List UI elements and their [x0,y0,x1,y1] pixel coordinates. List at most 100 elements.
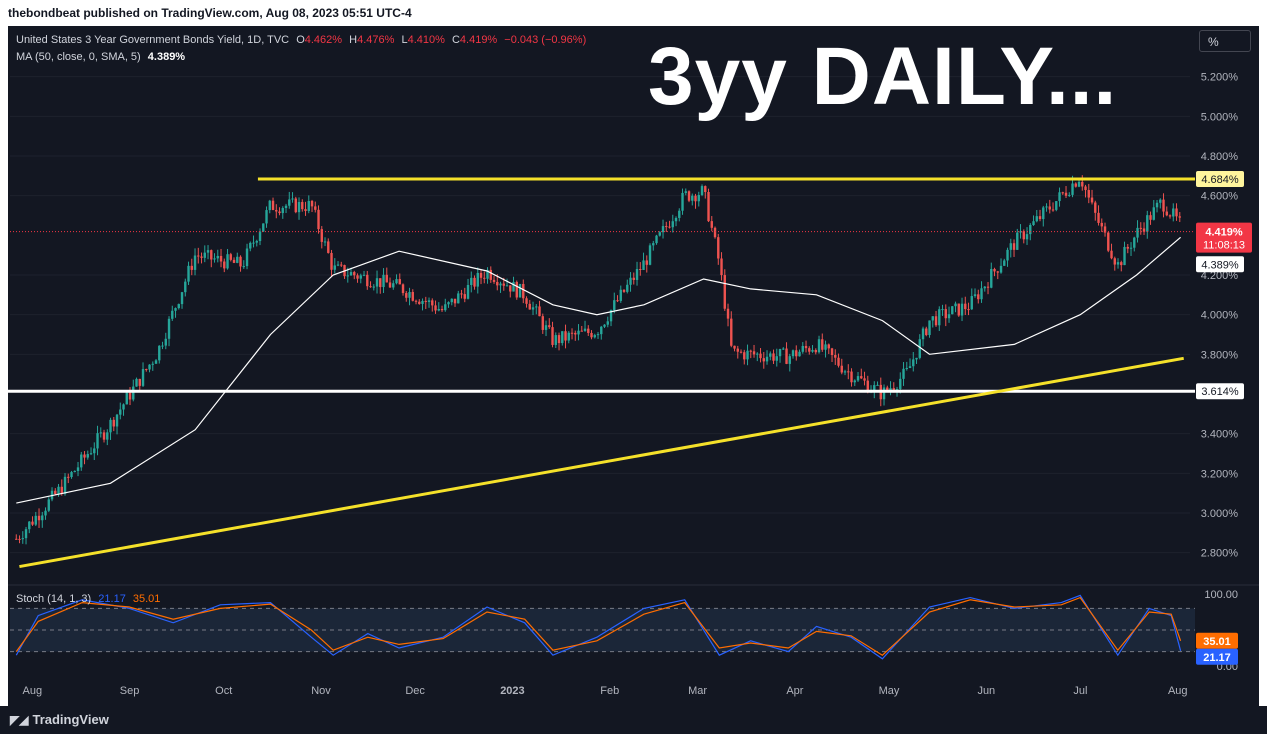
candle-body [398,279,401,285]
time-axis-label: Jul [1073,685,1087,697]
candle-body [437,308,440,311]
candle-body [31,521,34,525]
candle-body [450,298,453,303]
candle-body [28,521,31,530]
candle-body [288,199,291,206]
candle-body [385,274,388,283]
candle-body [928,320,931,336]
candle-body [619,289,622,301]
candle-body [496,281,499,286]
candle-body [54,490,57,495]
candle-body [1055,201,1058,210]
candle-body [674,217,678,222]
candle-body [866,380,869,393]
percent-scale-button[interactable]: % [1199,30,1251,52]
candle-body [249,242,252,249]
price-tick-label: 3.200% [1201,468,1239,480]
tradingview-logo[interactable]: ◤◢ TradingView [10,712,109,727]
candle-body [1032,221,1035,226]
candle-body [986,286,990,288]
candle-body [229,254,232,260]
candle-body [119,409,122,415]
candle-body [93,448,96,454]
candle-body [902,368,905,379]
candle-body [499,283,502,286]
candle-body [1110,250,1113,259]
ma-price-label-box [1196,256,1244,273]
candle-body [1133,237,1136,248]
candle-body [876,384,879,386]
candle-body [41,515,44,521]
tradingview-logo-icon: ◤◢ [10,713,29,727]
chart-frame [8,26,1259,706]
candle-body [1064,192,1068,196]
candle-body [1022,231,1025,240]
candle-body [83,454,86,458]
candle-body [245,248,249,267]
candle-body [522,283,525,299]
candle-body [151,363,154,365]
candle-body [733,345,736,349]
candle-body [1061,192,1064,194]
candle-body [1090,197,1094,203]
candle-body [834,355,837,358]
candle-body [145,369,148,371]
candle-body [268,200,271,211]
candle-body [177,304,180,309]
candle-body [538,306,541,317]
candle-body [483,277,486,279]
time-axis-label: Jun [977,685,995,697]
candle-body [661,226,665,233]
candle-body [223,261,226,269]
candle-body [710,221,713,228]
candle-body [947,314,951,319]
candle-body [765,356,769,362]
candle-body [606,321,609,325]
high-label: H [349,34,358,46]
candle-body [730,318,733,346]
support-price-label: 3.614% [1201,386,1239,398]
candle-body [1081,181,1084,187]
candle-body [265,210,268,224]
candle-body [941,309,944,311]
candle-body [934,316,938,326]
brand-text: TradingView [32,712,109,727]
candle-body [788,356,791,364]
candle-body [652,243,655,246]
last-price-label: 4.419% [1205,227,1243,239]
stoch-label: Stoch (14, 1, 3) [16,593,92,605]
candle-body [1113,258,1116,265]
candle-body [174,308,177,311]
candle-body [899,378,902,389]
candle-body [684,191,687,193]
candle-body [570,332,574,334]
candle-body [359,275,362,279]
candle-body [366,274,369,287]
candle-body [271,200,275,210]
candle-body [405,293,408,298]
candle-body [486,269,489,279]
candle-body [226,254,229,269]
candle-body [382,274,385,288]
candle-body [349,272,353,276]
stoch-k-value: 21.17 [98,593,126,605]
candle-body [307,200,310,211]
stoch-k-line [15,594,1182,660]
candle-body [1087,190,1090,198]
candle-body [808,348,811,352]
candle-body [931,316,934,321]
candle-body [24,529,28,539]
candle-body [525,298,528,304]
candle-body [1048,206,1051,210]
candle-body [960,303,964,316]
candle-body [171,310,174,319]
candle-body [749,350,752,352]
candle-body [70,472,73,478]
candle-body [67,476,70,478]
candle-body [671,221,674,228]
candle-body [1178,216,1181,218]
candle-body [769,353,772,357]
candle-body [255,241,258,243]
candle-body [167,318,171,339]
